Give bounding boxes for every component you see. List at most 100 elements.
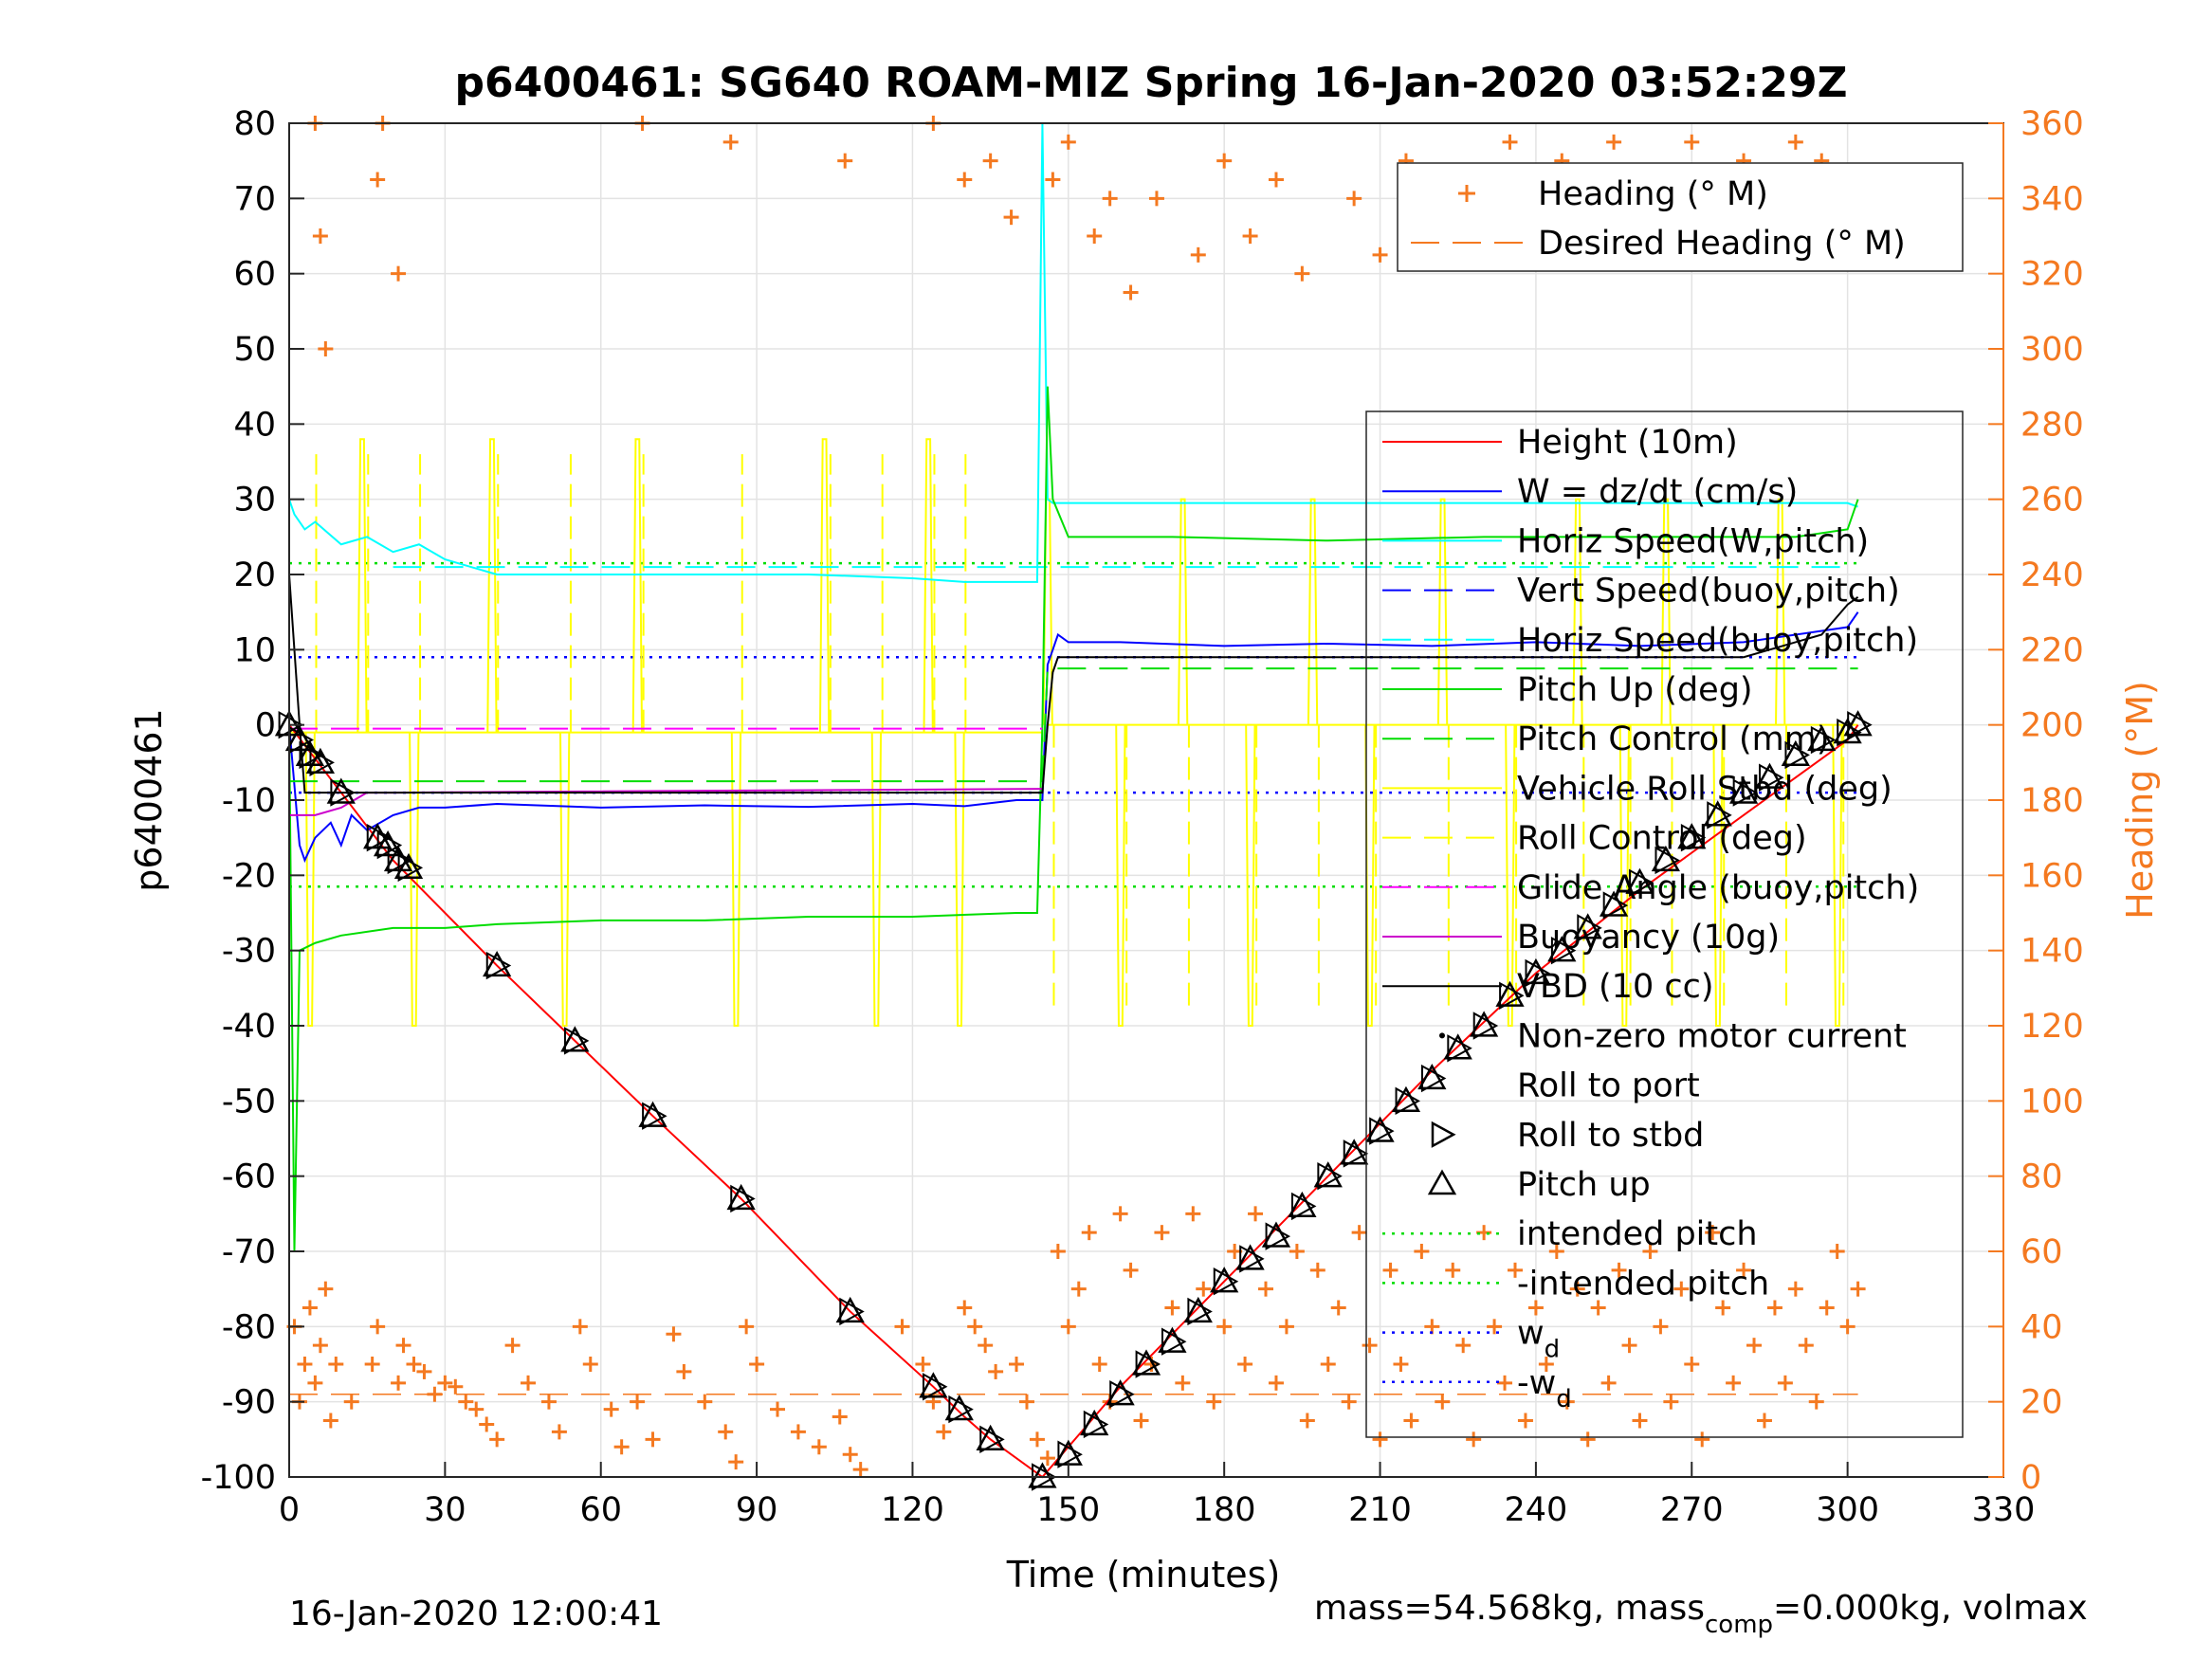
heading-point (1102, 191, 1118, 207)
y2-tick-label: 180 (2020, 782, 2084, 820)
heading-point (395, 1338, 411, 1354)
heading-point (1538, 1357, 1554, 1372)
roll-stbd-marker (1499, 981, 1525, 1010)
x-tick-label: 30 (424, 1491, 466, 1529)
legend-label: Non-zero motor current (1517, 1017, 1907, 1055)
roll-pulse (356, 438, 368, 733)
pitch-up-marker (1755, 762, 1784, 789)
legend-entry: Roll Control (deg) (1382, 820, 1807, 858)
footer-mass-main: mass=54.568kg, mass (1314, 1589, 1705, 1628)
heading-point (1580, 1431, 1596, 1448)
roll-stbd-marker (397, 853, 424, 883)
heading-point (1278, 1319, 1294, 1335)
legend-entry: wd (1382, 1315, 1560, 1364)
heading-point (1216, 153, 1233, 169)
heading-point (1819, 1300, 1835, 1316)
heading-point (1653, 1319, 1669, 1335)
heading-point (1330, 1300, 1346, 1316)
legend-label: W = dz/dt (cm/s) (1517, 473, 1798, 511)
y2-tick-label: 200 (2020, 707, 2084, 745)
legend-label-text: w (1517, 1315, 1545, 1353)
y2-tick-label: 40 (2020, 1308, 2063, 1346)
heading-point (1787, 134, 1803, 150)
heading-point (1466, 1431, 1482, 1448)
heading-point (749, 1357, 765, 1372)
heading-point (1382, 1262, 1398, 1278)
heading-point (1289, 1244, 1305, 1259)
heading-point (978, 1338, 994, 1354)
legend-entry: Vehicle Roll Stbd (deg) (1382, 770, 1892, 808)
roll-stbd-marker (1161, 1327, 1187, 1356)
roll-pulse (1505, 724, 1516, 1027)
heading-point (1445, 1262, 1461, 1278)
heading-point (1766, 1300, 1782, 1316)
roll-stbd-marker (1525, 958, 1550, 988)
x-tick-label: 90 (736, 1491, 778, 1529)
heading-point (1087, 228, 1103, 244)
y-tick-label: -80 (222, 1308, 276, 1346)
pitch-up-marker (1261, 1221, 1291, 1248)
roll-stbd-marker (948, 1395, 974, 1424)
roll-pulse (304, 732, 316, 1027)
pitch-up-marker (1547, 936, 1577, 962)
pitch-up-marker (835, 1296, 865, 1323)
heading-point (1258, 1281, 1274, 1297)
legend-label-text: Vehicle Roll Stbd (deg) (1517, 770, 1892, 808)
legend-entry: Glide Angle (buoy,pitch) (1382, 869, 1919, 907)
legend-label: Horiz Speed(buoy,pitch) (1517, 622, 1918, 660)
roll-stbd-marker (642, 1102, 667, 1130)
heading-point (1507, 1262, 1523, 1278)
heading-point (630, 1394, 646, 1410)
heading-point (343, 1394, 359, 1410)
series-line (289, 667, 1858, 783)
roll-stbd-marker (1732, 778, 1759, 807)
y2-tick-label: 120 (2020, 1008, 2084, 1046)
pitch-up-marker (1573, 913, 1602, 939)
legend-entry: Pitch up (1427, 1166, 1651, 1204)
roll-stbd-marker (1654, 846, 1680, 875)
roll-pulse (1832, 724, 1843, 1027)
heading-point (1372, 246, 1388, 263)
y-tick-label: 10 (233, 631, 276, 669)
roll-pulse (1177, 498, 1189, 725)
heading-point (666, 1326, 682, 1342)
legend-entry: Roll to stbd (1431, 1117, 1704, 1155)
heading-point (540, 1394, 557, 1410)
y-tick-label: 60 (233, 256, 276, 294)
heading-point (1351, 1225, 1367, 1241)
heading-point (1746, 1338, 1763, 1354)
heading-point (718, 1424, 734, 1440)
roll-stbd-marker (1577, 914, 1602, 942)
heading-point (1081, 1225, 1097, 1241)
y2-tick-label: 0 (2020, 1459, 2041, 1497)
heading-point (957, 172, 973, 188)
heading-point (1346, 191, 1362, 207)
roll-stbd-marker (1187, 1297, 1213, 1326)
heading-point (1487, 1319, 1503, 1335)
x-tick-label: 150 (1036, 1491, 1100, 1529)
roll-pulse (1115, 724, 1126, 1027)
heading-point (1756, 1413, 1772, 1429)
roll-stbd-marker (309, 748, 335, 777)
heading-point (1123, 284, 1139, 301)
roll-pulse (486, 438, 498, 733)
legend-entry: Desired Heading (° M) (1411, 225, 1906, 263)
pitch-up-marker (1235, 1244, 1265, 1270)
y2-tick-label: 360 (2020, 105, 2084, 143)
y2-tick-label: 160 (2020, 857, 2084, 895)
heading-point (1320, 1357, 1336, 1372)
legend-label-text: Heading (° M) (1538, 175, 1768, 213)
heading-series (286, 116, 1866, 1478)
roll-stbd-marker (1369, 1117, 1395, 1145)
y-tick-label: -30 (222, 933, 276, 971)
heading-point (1590, 1300, 1606, 1316)
y2-axis-label: Heading (°M) (2119, 681, 2161, 920)
pitch-up-marker (1833, 718, 1862, 744)
heading-point (328, 1357, 344, 1372)
y2-tick-label: 320 (2020, 256, 2084, 294)
pitch-up-marker (1210, 1267, 1239, 1293)
heading-point (458, 1394, 474, 1410)
pitch-up-marker (1365, 1116, 1395, 1142)
roll-pulse (1307, 498, 1319, 725)
y2-tick-label: 100 (2020, 1083, 2084, 1121)
